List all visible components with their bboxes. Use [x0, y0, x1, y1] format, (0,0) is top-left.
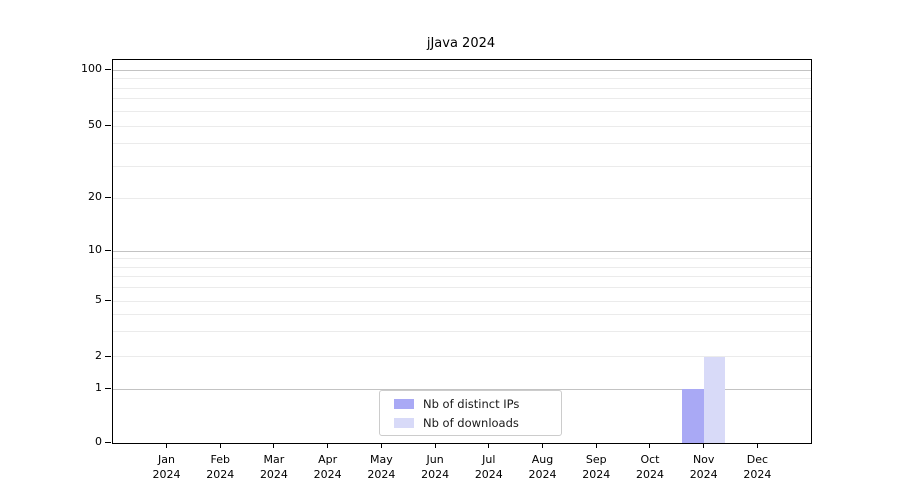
x-tick-label: Apr 2024 [313, 453, 342, 481]
x-tick-mark [219, 443, 221, 448]
x-tick-label: Mar 2024 [259, 453, 288, 481]
y-tick-label: 2 [95, 348, 102, 362]
x-tick-label: Jun 2024 [421, 453, 450, 481]
bar-nb-of-distinct-ips [682, 389, 704, 443]
minor-gridline [113, 356, 811, 357]
bar-nb-of-downloads [703, 356, 726, 443]
y-tick-mark [105, 442, 111, 443]
y-tick-label: 10 [88, 243, 102, 256]
x-tick-label: May 2024 [367, 453, 396, 481]
x-tick-mark [327, 443, 329, 448]
minor-gridline [113, 258, 811, 260]
legend-label-downloads: Nb of downloads [423, 415, 519, 430]
y-tick-mark [105, 197, 111, 198]
minor-gridline [113, 87, 811, 89]
legend-entry-downloads: Nb of downloads [394, 416, 561, 430]
minor-gridline [113, 110, 811, 112]
minor-gridline [113, 197, 811, 199]
legend-swatch-distinct-ips-icon [394, 398, 414, 409]
legend: Nb of distinct IPs Nb of downloads [379, 390, 562, 436]
minor-gridline [113, 78, 811, 79]
major-gridline [113, 388, 811, 390]
x-tick-label: Jan 2024 [152, 453, 181, 481]
minor-gridline [113, 143, 811, 145]
x-tick-label: Dec 2024 [743, 453, 772, 481]
major-gridline [113, 69, 811, 71]
y-tick-label: 100 [81, 62, 102, 75]
x-tick-label: Aug 2024 [528, 453, 557, 481]
x-tick-label: Nov 2024 [689, 453, 718, 481]
minor-gridline [113, 287, 811, 289]
major-gridline [113, 250, 811, 252]
x-tick-mark [380, 443, 382, 448]
y-tick-mark [105, 69, 111, 70]
minor-gridline [113, 165, 811, 167]
y-tick-label: 5 [95, 293, 102, 306]
legend-entry-distinct-ips: Nb of distinct IPs [394, 397, 561, 411]
minor-gridline [113, 125, 811, 127]
y-tick-mark [105, 388, 111, 389]
y-tick-label: 1 [95, 381, 102, 394]
legend-label-distinct-ips: Nb of distinct IPs [423, 396, 520, 411]
y-tick-mark [105, 300, 111, 301]
minor-gridline [113, 266, 811, 268]
x-tick-mark [649, 443, 651, 448]
x-tick-mark [166, 443, 167, 448]
x-tick-label: Sep 2024 [582, 453, 611, 481]
y-tick-label: 0 [95, 435, 102, 448]
x-tick-mark [756, 443, 758, 448]
legend-swatch-downloads-icon [394, 417, 414, 428]
x-tick-label: Jul 2024 [474, 453, 503, 481]
minor-gridline [113, 98, 811, 100]
x-tick-mark [273, 443, 275, 448]
x-tick-mark [488, 443, 490, 448]
minor-gridline [113, 276, 811, 278]
x-tick-mark [434, 443, 436, 448]
minor-gridline [113, 314, 811, 316]
chart-title: jJava 2024 [426, 36, 496, 51]
y-tick-mark [105, 250, 111, 251]
y-tick-label: 50 [88, 118, 102, 131]
x-tick-label: Oct 2024 [635, 453, 664, 481]
x-tick-mark [542, 443, 544, 448]
x-tick-mark [595, 443, 597, 448]
x-tick-label: Feb 2024 [206, 453, 235, 481]
y-tick-mark [105, 125, 111, 126]
y-tick-mark [105, 355, 111, 357]
y-tick-label: 20 [88, 190, 102, 203]
plot-area: Nb of distinct IPs Nb of downloads [112, 59, 812, 444]
minor-gridline [113, 300, 811, 302]
x-tick-mark [703, 443, 705, 448]
minor-gridline [113, 331, 811, 333]
